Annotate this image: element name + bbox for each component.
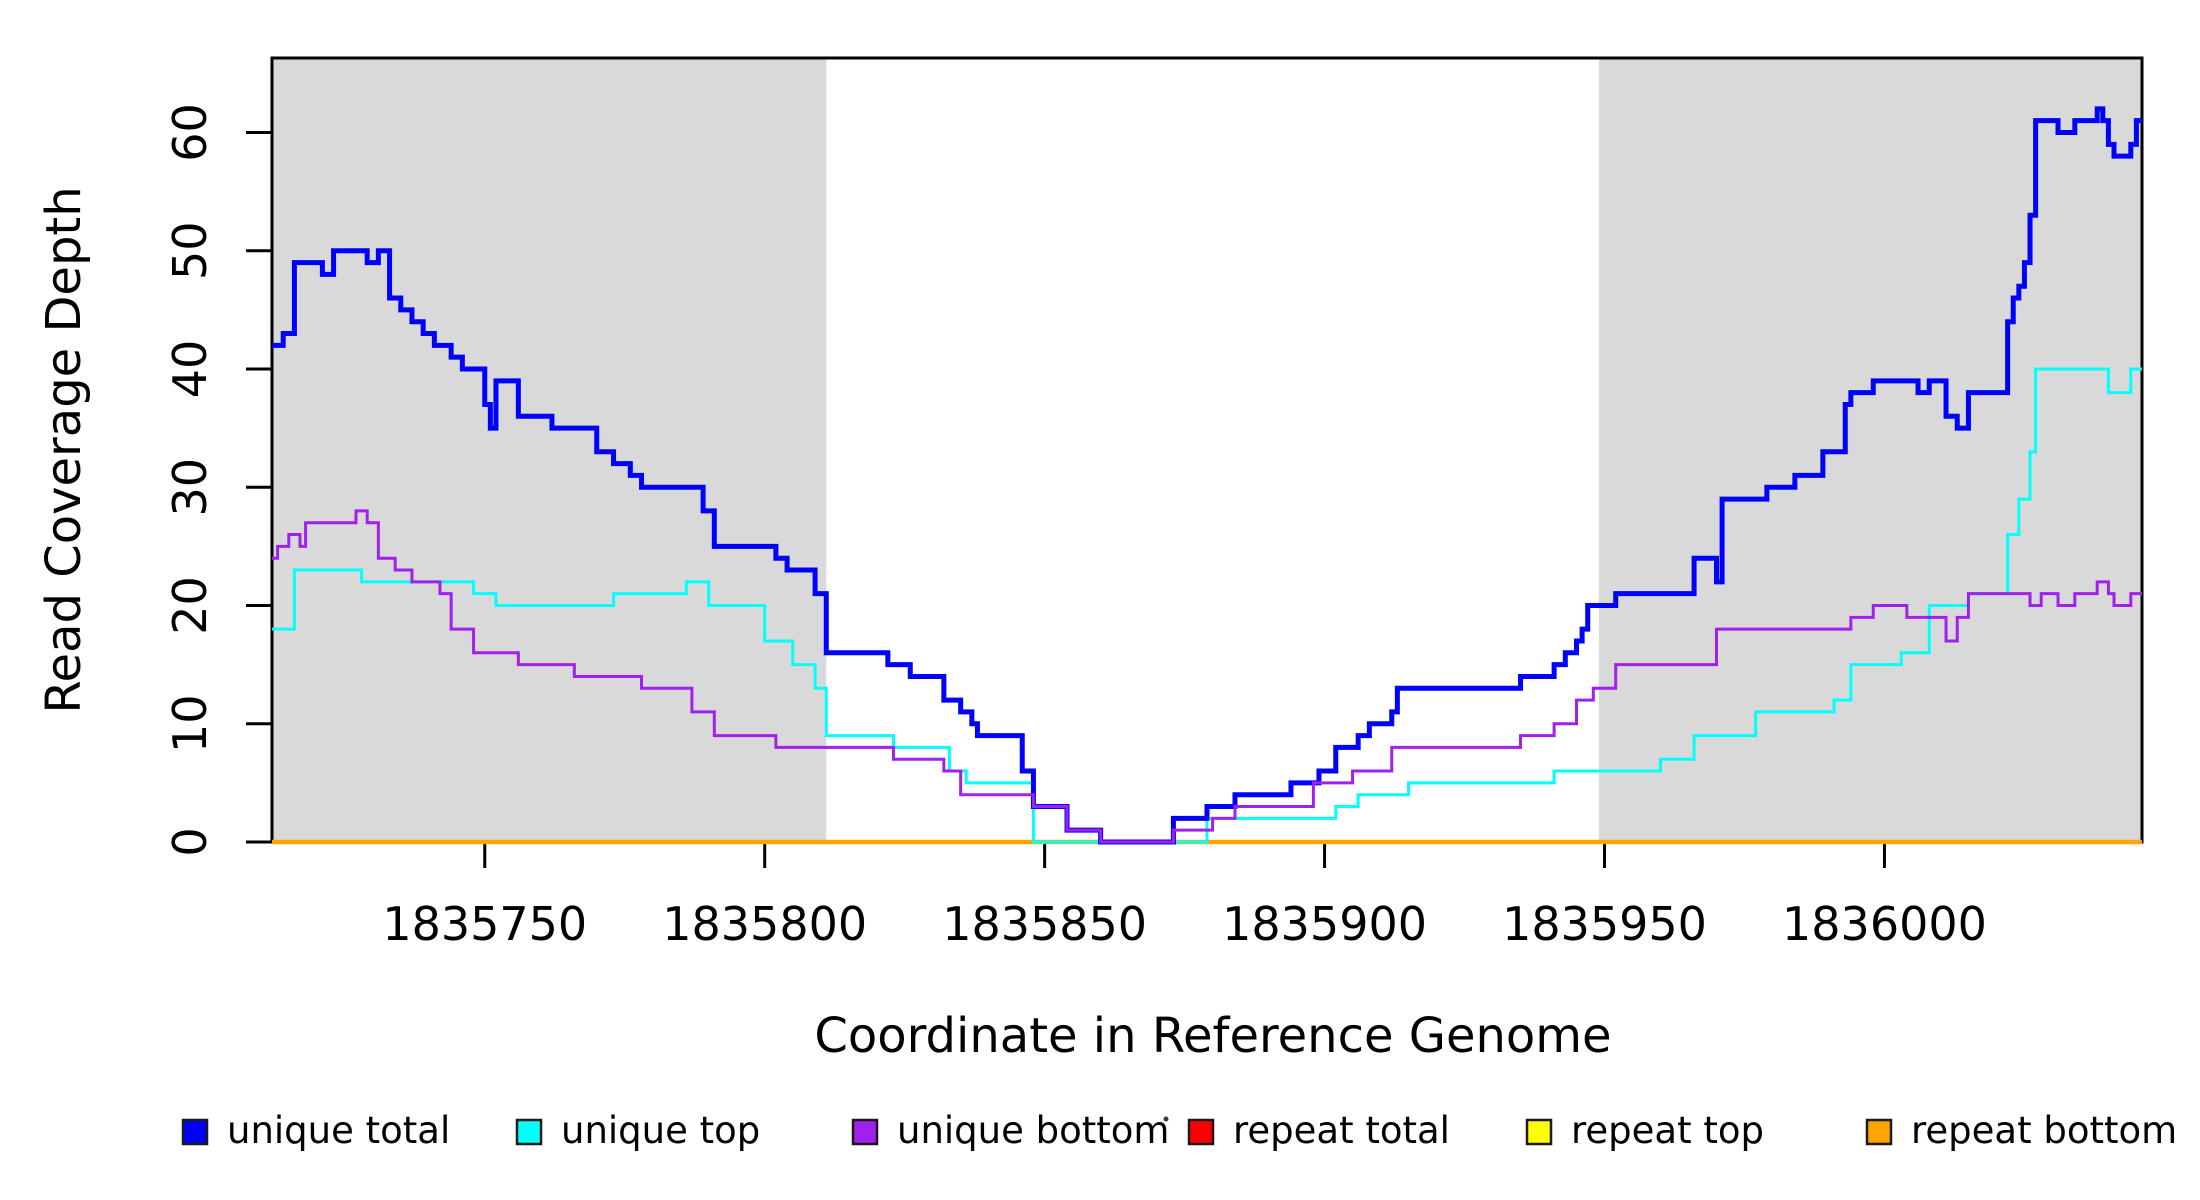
- y-axis-title: Read Coverage Depth: [36, 186, 92, 713]
- legend-swatch-unique-total: [181, 1118, 209, 1146]
- x-tick-label: 1835900: [1222, 897, 1427, 951]
- legend-label-unique-bottom: unique bottom: [897, 1109, 1169, 1152]
- series-line-unique-top: [272, 367, 2142, 844]
- chart-layers: 1835750 1835800 1835850 1835900 1835950 18360…: [163, 56, 2144, 951]
- x-tick-label: 1835850: [942, 897, 1147, 951]
- series-line-unique-bottom: [272, 509, 2142, 844]
- x-axis-title: Coordinate in Reference Genome: [814, 1008, 1611, 1064]
- y-tick-label: 20: [163, 576, 217, 635]
- legend: unique total unique top unique bottom repea…: [181, 1109, 2177, 1152]
- y-tick-label: 10: [163, 694, 217, 753]
- shaded-region: [272, 58, 827, 842]
- legend-swatch-repeat-top: [1525, 1118, 1553, 1146]
- legend-swatch-repeat-total: [1187, 1118, 1215, 1146]
- y-tick-label: 60: [163, 103, 217, 162]
- x-tick-label: 1835950: [1502, 897, 1707, 951]
- x-tick-label: 1836000: [1782, 897, 1987, 951]
- legend-label-repeat-top: repeat top: [1571, 1109, 1764, 1152]
- legend-label-repeat-total: repeat total: [1233, 1109, 1450, 1152]
- stray-dot: [1163, 1116, 1169, 1122]
- legend-label-repeat-bottom: repeat bottom: [1911, 1109, 2177, 1152]
- y-tick-label: 40: [163, 340, 217, 399]
- legend-swatch-repeat-bottom: [1865, 1118, 1893, 1146]
- legend-label-unique-top: unique top: [561, 1109, 760, 1152]
- legend-swatch-unique-bottom: [851, 1118, 879, 1146]
- legend-swatch-unique-top: [515, 1118, 543, 1146]
- y-tick-label: 50: [163, 221, 217, 280]
- series-line-unique-total: [272, 106, 2142, 845]
- y-tick-label: 0: [163, 827, 217, 856]
- x-tick-label: 1835750: [382, 897, 587, 951]
- legend-label-unique-total: unique total: [227, 1109, 450, 1152]
- y-tick-label: 30: [163, 458, 217, 517]
- shaded-region: [1598, 58, 2142, 842]
- x-tick-label: 1835800: [662, 897, 867, 951]
